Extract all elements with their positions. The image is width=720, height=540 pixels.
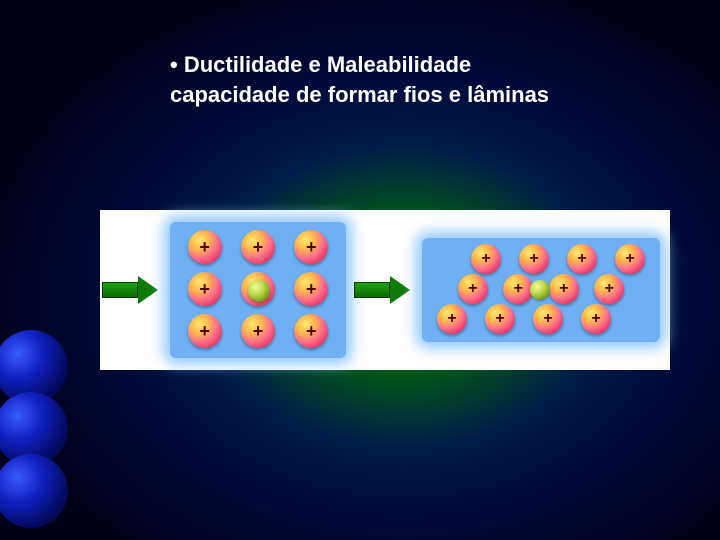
title-line-1: Ductilidade e Maleabilidade [170,50,650,80]
cation-icon: + [519,244,549,274]
force-arrow-icon [354,277,410,303]
force-arrow-icon [102,277,158,303]
slide-title: Ductilidade e Maleabilidade capacidade d… [170,50,650,109]
cation-icon: + [188,314,222,348]
lattice-before: + + + + + + + + + [170,222,346,358]
lattice-after: + + + + + + + + + + + + [422,238,660,342]
cation-icon: + [241,314,275,348]
title-line-2: capacidade de formar fios e lâminas [170,82,549,107]
cation-icon: + [294,272,328,306]
slide-decoration-spheres [0,330,80,540]
cation-icon: + [549,274,579,304]
cation-icon: + [594,274,624,304]
cation-icon: + [533,304,563,334]
cation-icon: + [188,230,222,264]
cation-icon: + [294,230,328,264]
cation-icon: + [567,244,597,274]
cation-icon: + [581,304,611,334]
cation-icon: + [471,244,501,274]
cation-icon: + [188,272,222,306]
cation-icon: + [615,244,645,274]
ductility-diagram: + + + + + + + + + + + + + + + + + [100,210,670,370]
cation-icon: + [458,274,488,304]
sphere-icon [0,454,68,528]
cation-icon: + [503,274,533,304]
cation-icon: + [485,304,515,334]
cation-icon: + [437,304,467,334]
cation-icon: + [241,230,275,264]
cation-icon: + [294,314,328,348]
electron-icon [248,280,270,302]
electron-icon [530,280,550,300]
